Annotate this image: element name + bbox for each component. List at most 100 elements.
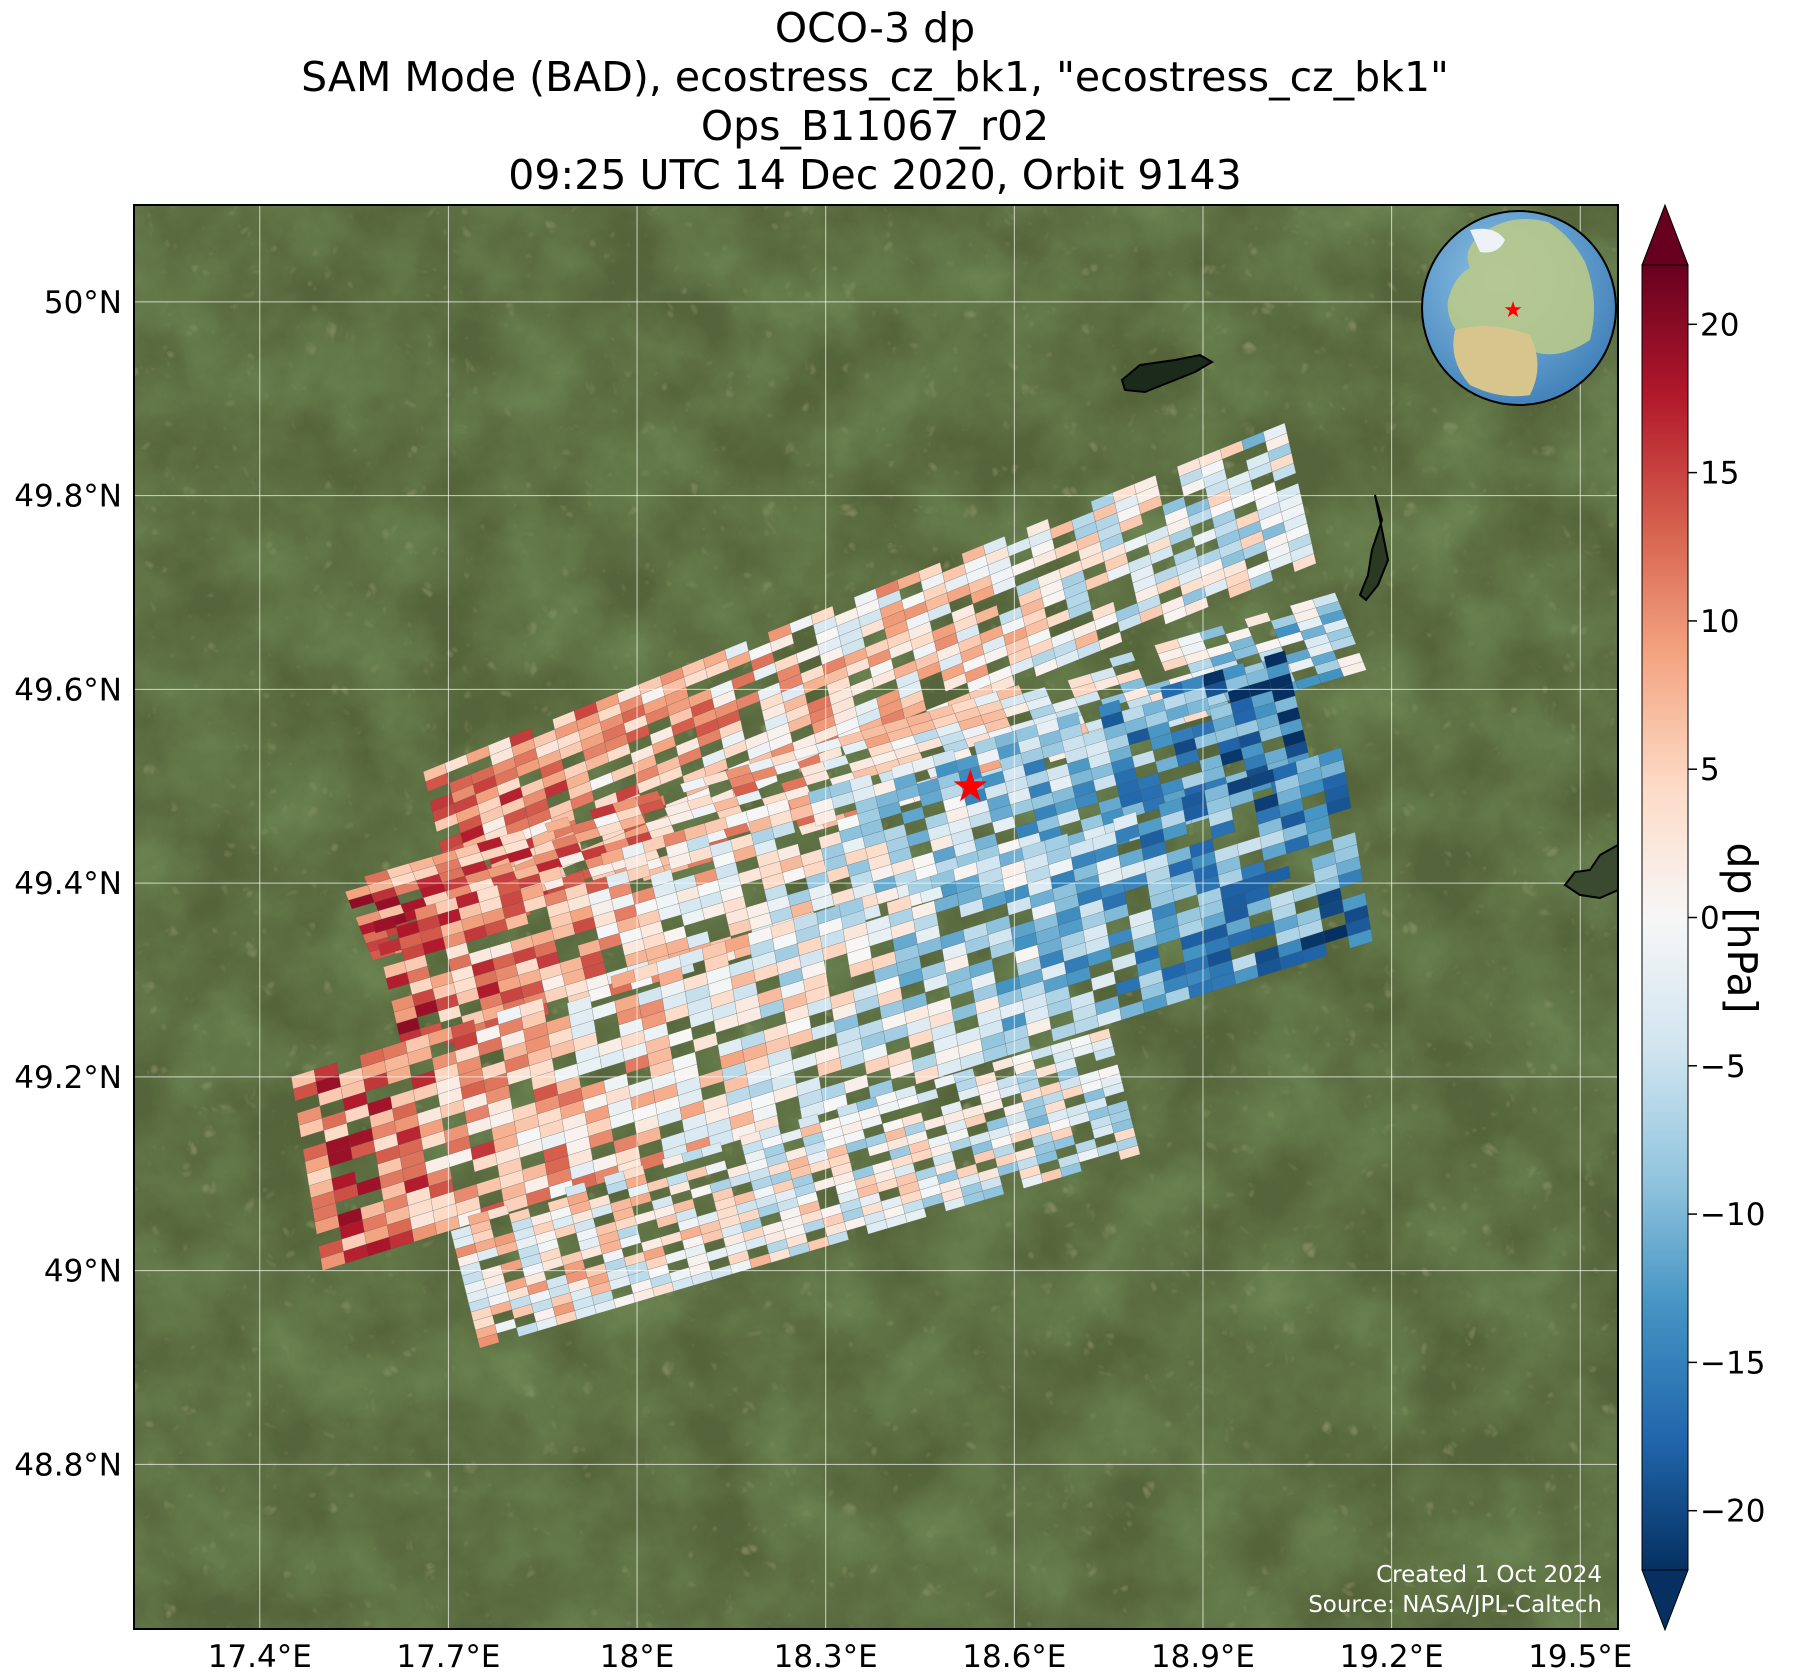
title-line-2: SAM Mode (BAD), ecostress_cz_bk1, "ecost… bbox=[301, 53, 1449, 101]
swath-cell bbox=[849, 773, 874, 792]
map-frame bbox=[133, 204, 1619, 1630]
lake-outline bbox=[1120, 353, 1214, 394]
swath-cell bbox=[797, 1113, 820, 1129]
title-line-4: 09:25 UTC 14 Dec 2020, Orbit 9143 bbox=[508, 151, 1242, 199]
colorbar-tick-label: −5 bbox=[1700, 1049, 1746, 1085]
swath-cell bbox=[509, 727, 534, 748]
swath-cell bbox=[1244, 611, 1272, 628]
swath-cell bbox=[894, 1085, 917, 1101]
swath-cell bbox=[1088, 1028, 1112, 1044]
lat-tick-label: 49.6°N bbox=[14, 672, 122, 708]
lat-tick-label: 49°N bbox=[44, 1254, 122, 1290]
swath-cell bbox=[1133, 474, 1159, 495]
swath-cell bbox=[932, 748, 957, 768]
title-line-1: OCO-3 dp bbox=[774, 4, 976, 52]
swath-cell bbox=[1222, 662, 1247, 681]
swath-cell bbox=[372, 915, 397, 934]
swath-cell bbox=[1318, 747, 1344, 768]
swath-cell bbox=[1336, 652, 1364, 669]
lon-tick-label: 17.7°E bbox=[396, 1639, 500, 1675]
swath-cell bbox=[1265, 865, 1291, 886]
gridlines bbox=[134, 205, 1618, 1629]
colorbar-tick-label: −20 bbox=[1700, 1494, 1765, 1530]
satellite-basemap: Created 1 Oct 2024 Source: NASA/JPL-Calt… bbox=[134, 205, 1618, 1629]
colorbar-label: dp [hPa] bbox=[1718, 842, 1766, 1014]
swath-cell bbox=[766, 798, 791, 817]
lon-tick-label: 19.2°E bbox=[1340, 1639, 1444, 1675]
swath-cell bbox=[1262, 422, 1288, 443]
credit-source: Source: NASA/JPL-Caltech bbox=[1308, 1592, 1602, 1618]
swath-cell bbox=[331, 1171, 357, 1192]
swath-cell bbox=[486, 1204, 510, 1221]
swath-cell bbox=[1097, 1064, 1121, 1080]
credit-created: Created 1 Oct 2024 bbox=[1376, 1562, 1602, 1588]
swath-cell bbox=[686, 794, 714, 811]
swath-cell bbox=[544, 816, 572, 833]
swath-cell bbox=[1026, 518, 1051, 538]
figure-title: OCO-3 dp SAM Mode (BAD), ecostress_cz_bk… bbox=[0, 4, 1750, 200]
lon-tick-label: 18.9°E bbox=[1151, 1639, 1255, 1675]
target-star-marker: ★ bbox=[951, 761, 990, 812]
swath-cell bbox=[1115, 668, 1143, 685]
lon-tick-label: 18.6°E bbox=[962, 1639, 1066, 1675]
swath-cell bbox=[982, 535, 1008, 556]
colorbar-tick-label: 10 bbox=[1700, 604, 1739, 640]
colorbar-tick-label: −10 bbox=[1700, 1197, 1765, 1233]
swath-cell bbox=[704, 1160, 728, 1176]
swath-cell bbox=[1112, 811, 1139, 832]
swath-cell bbox=[974, 604, 1000, 625]
colorbar-extend-min bbox=[1641, 1569, 1689, 1632]
swath-cell bbox=[724, 640, 749, 661]
title-line-3: Ops_B11067_r02 bbox=[700, 102, 1050, 150]
lon-tick-label: 18.3°E bbox=[774, 1639, 878, 1675]
swath-cell bbox=[700, 1142, 723, 1158]
swath-cell bbox=[776, 843, 801, 862]
swath-cell bbox=[508, 1207, 531, 1224]
swath-cell bbox=[758, 1124, 782, 1141]
lon-tick-label: 18°E bbox=[600, 1639, 675, 1675]
swath-cell bbox=[561, 871, 586, 890]
lat-tick-label: 50°N bbox=[44, 285, 122, 321]
swath-cell bbox=[918, 562, 943, 582]
swath-cell bbox=[838, 897, 865, 918]
colorbar-tick-label: −15 bbox=[1700, 1345, 1765, 1381]
border-outline-southeast bbox=[1563, 843, 1618, 900]
swath-cell bbox=[1199, 625, 1226, 642]
swath-cell bbox=[450, 1019, 477, 1040]
lon-tick-labels: 17.4°E 17.7°E 18°E 18.3°E 18.6°E 18.9°E 19.2°E… bbox=[208, 1639, 1633, 1675]
colorbar-ramp bbox=[1641, 264, 1689, 1571]
swath-cell bbox=[1044, 833, 1070, 854]
colorbar-tick-label: 15 bbox=[1700, 456, 1739, 492]
globe-inset: ★ bbox=[1421, 210, 1617, 406]
dp-swath-cells bbox=[290, 422, 1374, 1349]
lat-tick-label: 49.8°N bbox=[14, 479, 122, 515]
swath-cell bbox=[1106, 1100, 1130, 1116]
swath-cell bbox=[1341, 892, 1368, 913]
colorbar-tick-label: 5 bbox=[1700, 752, 1720, 788]
border-outline-east bbox=[1358, 494, 1390, 602]
swath-cell bbox=[622, 1164, 646, 1181]
colorbar-tick-label: 0 bbox=[1700, 901, 1720, 937]
swath-cell bbox=[1022, 686, 1049, 703]
swath-cell bbox=[995, 684, 1023, 701]
lat-tick-label: 49.4°N bbox=[14, 866, 122, 902]
swath-cell bbox=[901, 1112, 924, 1128]
swath-cell bbox=[810, 605, 835, 626]
swath-cell bbox=[686, 930, 711, 949]
colorbar-ticks: −20 −15 −10 −5 0 5 10 15 20 bbox=[1688, 307, 1765, 1530]
swath-cell bbox=[519, 997, 545, 1018]
lon-tick-label: 19.5°E bbox=[1528, 1639, 1632, 1675]
lon-tick-label: 17.4°E bbox=[208, 1639, 312, 1675]
swath-cell bbox=[538, 866, 563, 885]
lat-tick-labels: 48.8°N 49°N 49.2°N 49.4°N 49.6°N 49.8°N 50°N bbox=[14, 285, 122, 1483]
lat-tick-label: 48.8°N bbox=[14, 1447, 122, 1483]
swath-cell bbox=[1097, 699, 1122, 718]
globe-target-star: ★ bbox=[1503, 298, 1523, 323]
swath-cell bbox=[499, 829, 526, 846]
swath-cell bbox=[1312, 592, 1339, 609]
swath-cell bbox=[1056, 711, 1081, 731]
lat-tick-label: 49.2°N bbox=[14, 1060, 122, 1096]
swath-cell bbox=[1091, 601, 1116, 621]
